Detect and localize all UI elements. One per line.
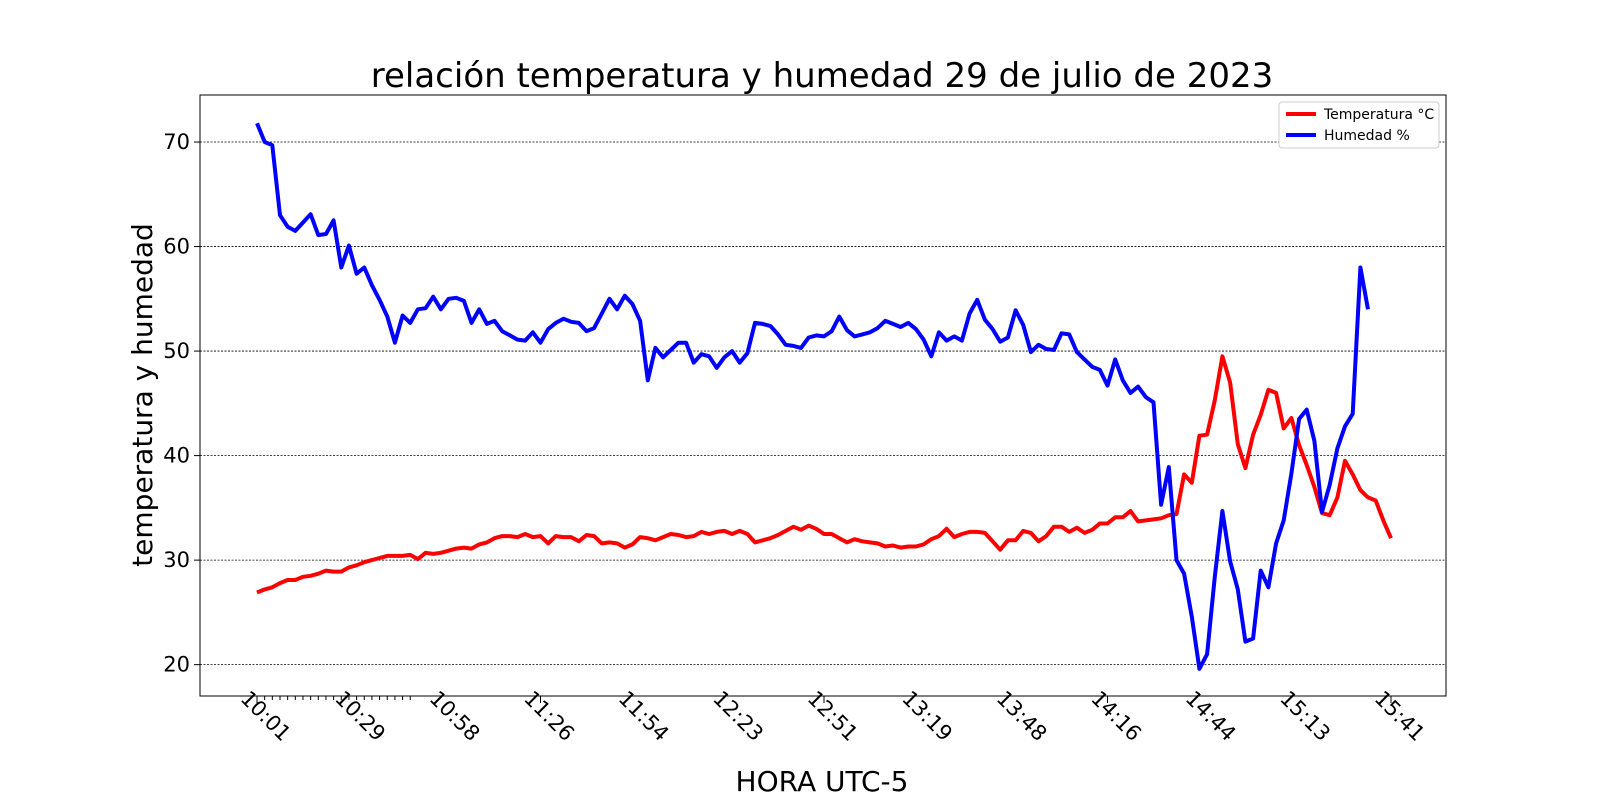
x-tick-label: 12:51 (803, 686, 863, 746)
x-tick-label: 10:58 (425, 686, 485, 746)
x-tick-label: 13:48 (992, 686, 1052, 746)
plot-frame (199, 94, 1447, 697)
y-axis: 20 30 40 50 60 70 (163, 130, 200, 677)
y-tick-label: 50 (163, 339, 190, 363)
x-tick-label: 10:29 (330, 686, 390, 746)
y-tick-label: 70 (163, 130, 190, 154)
chart-title: relación temperatura y humedad 29 de jul… (371, 56, 1274, 96)
x-tick-label: 15:13 (1275, 686, 1335, 746)
series-line-temperatura (256, 354, 1393, 595)
x-tick-label: 11:26 (519, 686, 579, 746)
x-axis-title: HORA UTC-5 (736, 765, 909, 795)
y-tick-label: 40 (163, 444, 190, 468)
legend: Temperatura °C Humedad % (1278, 101, 1440, 149)
legend-label-humedad: Humedad % (1324, 128, 1410, 144)
series-layer (255, 122, 1393, 671)
legend-label-temperatura: Temperatura °C (1323, 107, 1434, 123)
x-tick-label: 14:16 (1086, 686, 1146, 746)
x-tick-label: 11:54 (614, 686, 674, 746)
x-tick-label: 15:41 (1370, 686, 1430, 746)
x-tick-label: 12:23 (708, 686, 768, 746)
y-tick-label: 20 (163, 653, 190, 677)
x-tick-label: 10:01 (236, 686, 296, 746)
x-tick-label: 13:19 (897, 686, 957, 746)
legend-box (1278, 101, 1440, 149)
y-tick-label: 60 (163, 235, 190, 259)
x-axis: 10:01 10:29 10:58 11:26 11:54 12:23 12:51 13:19… (236, 686, 1430, 746)
x-tick-label: 14:44 (1181, 686, 1241, 746)
y-axis-title: temperatura y humedad (126, 223, 159, 567)
y-tick-label: 30 (163, 548, 190, 572)
series-line-humedad (255, 122, 1370, 671)
grid-layer (200, 141, 1446, 666)
